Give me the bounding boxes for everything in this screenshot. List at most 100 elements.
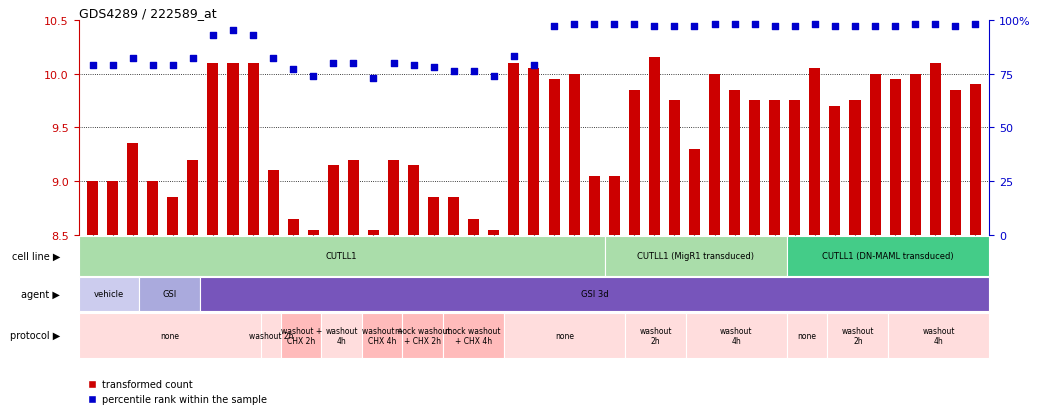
Bar (168, 198, 178, 235)
Bar (827, 313, 888, 358)
Point (225, 28, 242, 35)
Bar (488, 230, 499, 235)
Text: GSI: GSI (162, 290, 177, 299)
Bar (709, 74, 720, 235)
Bar (281, 313, 321, 358)
Bar (187, 160, 198, 235)
Text: washout
2h: washout 2h (842, 326, 874, 345)
Bar (890, 80, 900, 235)
Point (867, 24, 884, 31)
Point (967, 21, 984, 28)
Text: washout +
CHX 4h: washout + CHX 4h (361, 326, 403, 345)
Bar (787, 313, 827, 358)
Point (486, 73, 503, 80)
Bar (750, 101, 760, 235)
Bar (448, 198, 460, 235)
Text: GSI 3d: GSI 3d (581, 290, 608, 299)
Point (526, 62, 542, 69)
Point (606, 21, 623, 28)
Text: CUTLL1: CUTLL1 (326, 252, 357, 261)
Point (204, 32, 221, 39)
Point (506, 54, 522, 60)
Text: none: none (555, 331, 574, 340)
Bar (605, 236, 787, 276)
Point (445, 69, 462, 76)
Text: GDS4289 / 222589_at: GDS4289 / 222589_at (79, 7, 216, 19)
Point (907, 21, 923, 28)
Point (425, 64, 442, 71)
Bar (127, 144, 138, 235)
Bar (288, 219, 298, 235)
Point (245, 32, 262, 39)
Point (164, 62, 181, 69)
Bar (669, 101, 680, 235)
Bar (79, 278, 139, 311)
Bar (849, 101, 861, 235)
Bar (367, 230, 379, 235)
Bar (87, 182, 98, 235)
Bar (268, 171, 279, 235)
Point (826, 24, 843, 31)
Bar (549, 80, 559, 235)
Bar (348, 160, 359, 235)
Bar (649, 58, 660, 235)
Bar (569, 74, 580, 235)
Text: washout
2h: washout 2h (639, 326, 672, 345)
Point (105, 62, 121, 69)
Point (766, 24, 783, 31)
Point (847, 24, 864, 31)
Text: CUTLL1 (MigR1 transduced): CUTLL1 (MigR1 transduced) (638, 252, 755, 261)
Point (466, 69, 483, 76)
Point (144, 62, 161, 69)
Text: protocol ▶: protocol ▶ (10, 330, 61, 341)
Point (265, 56, 282, 63)
Bar (950, 90, 961, 235)
Bar (608, 176, 620, 235)
Bar (809, 69, 821, 235)
Point (927, 21, 943, 28)
Bar (629, 90, 640, 235)
Bar (689, 150, 700, 235)
Text: vehicle: vehicle (94, 290, 124, 299)
Bar (509, 64, 519, 235)
Point (786, 24, 803, 31)
Bar (829, 107, 841, 235)
Bar (328, 166, 339, 235)
Bar (79, 313, 261, 358)
Bar (686, 313, 787, 358)
Legend: transformed count, percentile rank within the sample: transformed count, percentile rank withi… (84, 375, 271, 408)
Bar (970, 85, 981, 235)
Bar (200, 278, 989, 311)
Point (184, 56, 201, 63)
Bar (388, 160, 399, 235)
Text: washout 2h: washout 2h (248, 331, 293, 340)
Point (346, 60, 362, 67)
Bar (148, 182, 158, 235)
Bar (504, 313, 625, 358)
Point (626, 21, 643, 28)
Bar (321, 313, 362, 358)
Text: washout
4h: washout 4h (922, 326, 955, 345)
Bar (428, 198, 439, 235)
Bar (468, 219, 480, 235)
Bar (207, 64, 219, 235)
Bar (770, 101, 780, 235)
Bar (910, 74, 920, 235)
Point (84, 62, 101, 69)
Bar (888, 313, 989, 358)
Bar (227, 64, 239, 235)
Text: washout
4h: washout 4h (326, 326, 358, 345)
Point (305, 73, 321, 80)
Text: washout
4h: washout 4h (720, 326, 753, 345)
Point (565, 21, 582, 28)
Bar (729, 90, 740, 235)
Point (385, 60, 402, 67)
Text: agent ▶: agent ▶ (21, 289, 61, 299)
Point (727, 21, 743, 28)
Bar (107, 182, 118, 235)
Text: CUTLL1 (DN-MAML transduced): CUTLL1 (DN-MAML transduced) (822, 252, 954, 261)
Point (666, 24, 683, 31)
Point (405, 62, 422, 69)
Text: mock washout
+ CHX 2h: mock washout + CHX 2h (395, 326, 450, 345)
Bar (870, 74, 881, 235)
